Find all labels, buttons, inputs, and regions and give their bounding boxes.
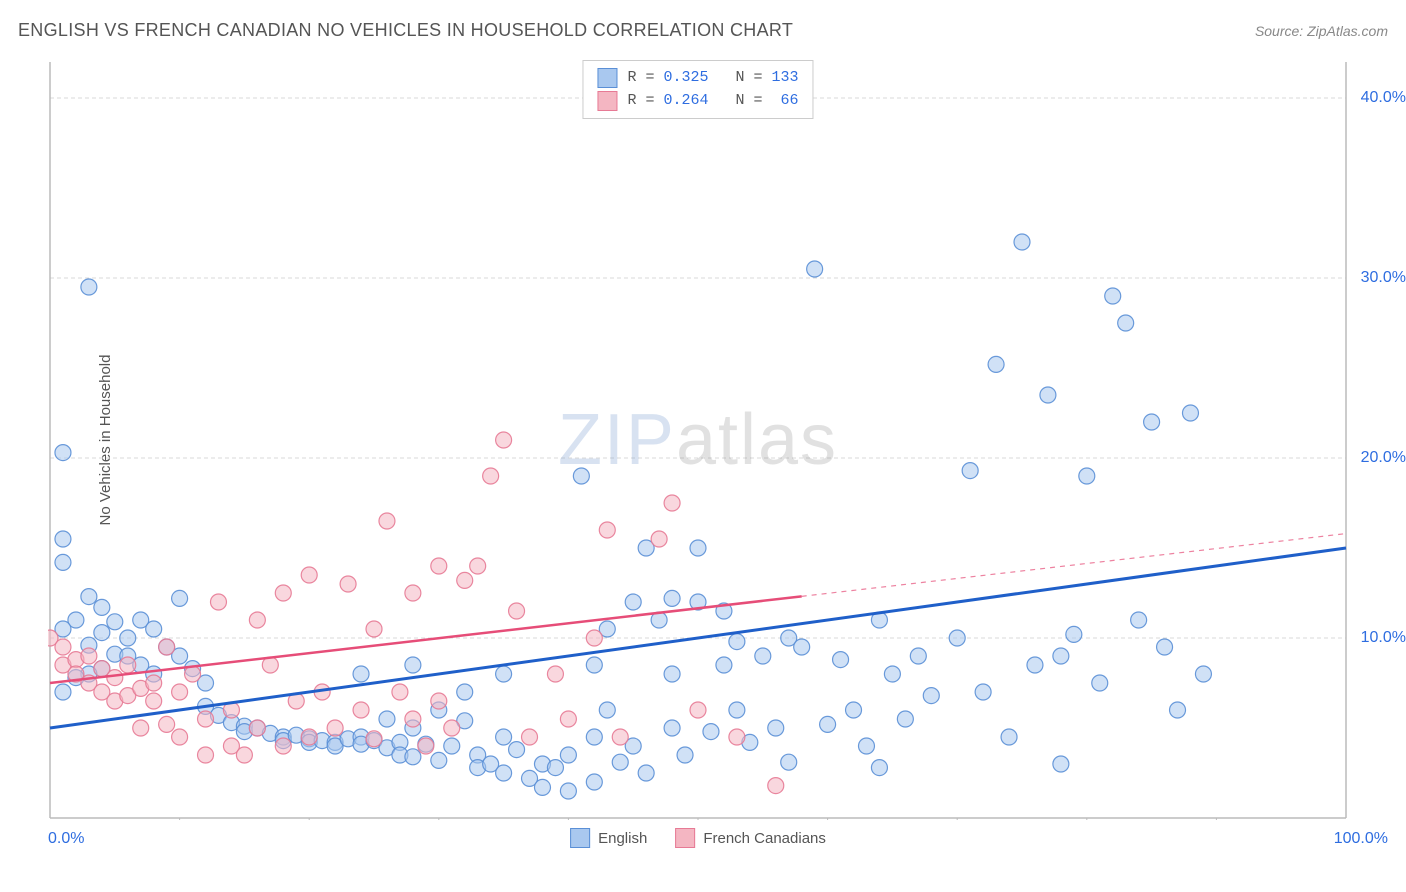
chart-title: ENGLISH VS FRENCH CANADIAN NO VEHICLES I…	[18, 20, 793, 41]
legend-stat-text: R = 0.325 N = 133	[627, 67, 798, 90]
legend-series: English French Canadians	[570, 828, 826, 848]
y-tick-label: 10.0%	[1361, 629, 1406, 647]
legend-swatch	[597, 68, 617, 88]
y-tick-label: 30.0%	[1361, 269, 1406, 287]
x-axis-min-label: 0.0%	[48, 830, 84, 848]
source-prefix: Source:	[1255, 23, 1307, 39]
legend-stats: R = 0.325 N = 133R = 0.264 N = 66	[582, 60, 813, 119]
legend-swatch	[597, 91, 617, 111]
x-axis-max-label: 100.0%	[1334, 830, 1388, 848]
legend-stat-row: R = 0.264 N = 66	[597, 90, 798, 113]
legend-stat-row: R = 0.325 N = 133	[597, 67, 798, 90]
scatter-plot	[48, 60, 1348, 820]
legend-series-item: English	[570, 828, 647, 848]
y-tick-label: 40.0%	[1361, 89, 1406, 107]
legend-swatch	[675, 828, 695, 848]
y-tick-label: 20.0%	[1361, 449, 1406, 467]
legend-swatch	[570, 828, 590, 848]
legend-series-label: English	[598, 830, 647, 847]
source-name: ZipAtlas.com	[1307, 23, 1388, 39]
legend-series-label: French Canadians	[703, 830, 826, 847]
chart-area: No Vehicles in Household ZIPatlas R = 0.…	[48, 60, 1348, 820]
chart-header: ENGLISH VS FRENCH CANADIAN NO VEHICLES I…	[18, 20, 1388, 41]
chart-source: Source: ZipAtlas.com	[1255, 23, 1388, 39]
legend-series-item: French Canadians	[675, 828, 826, 848]
legend-stat-text: R = 0.264 N = 66	[627, 90, 798, 113]
